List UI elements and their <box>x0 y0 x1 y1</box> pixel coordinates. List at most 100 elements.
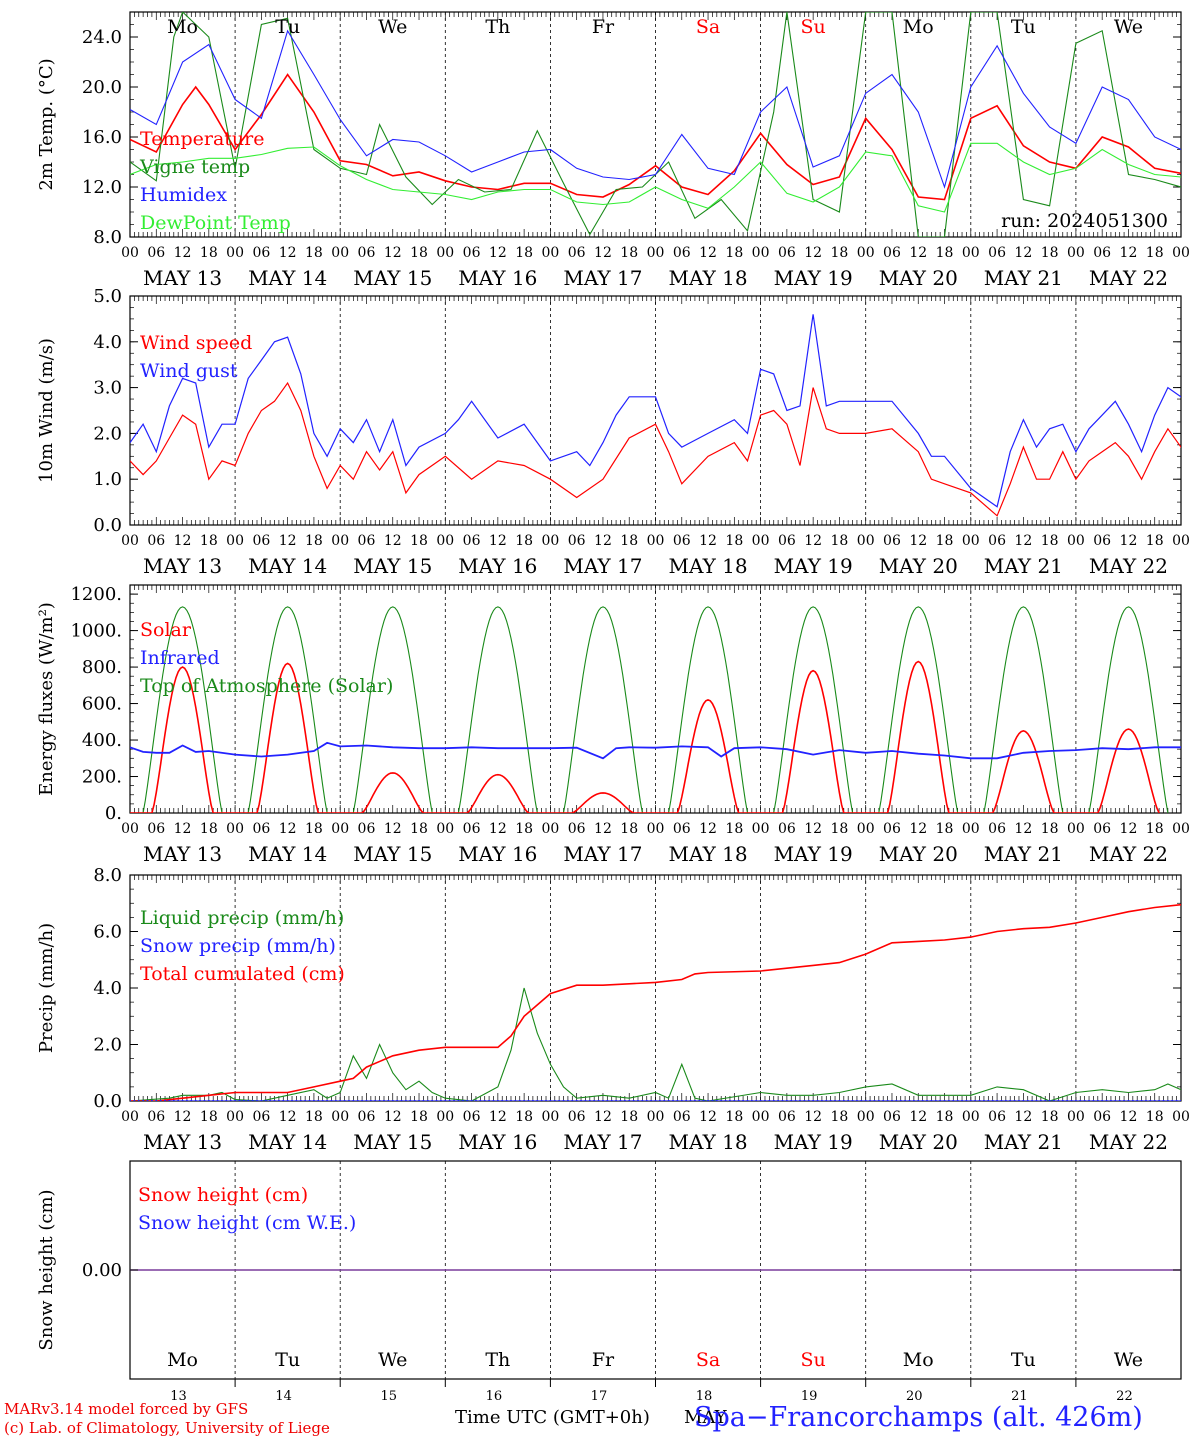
snow-precip-dot <box>579 1099 583 1101</box>
snow-precip-dot <box>772 1099 775 1101</box>
hour-tick-label: 06 <box>673 245 691 261</box>
snow-precip-dot <box>628 1099 631 1101</box>
snow-precip-dot <box>382 1099 386 1101</box>
date-label: MAY 21 <box>984 842 1063 866</box>
hour-tick-label: 18 <box>620 1109 638 1125</box>
hour-tick-label: 18 <box>200 533 218 549</box>
hour-tick-label: 12 <box>489 245 507 261</box>
energy-lines <box>130 606 1181 813</box>
weekday-label: We <box>378 1349 407 1371</box>
snow-precip-dot <box>680 1099 683 1101</box>
weekday-label: Mo <box>903 1349 934 1371</box>
hour-tick-label: 00 <box>1172 821 1190 837</box>
weekday-label: Fr <box>592 1349 615 1371</box>
snow-precip-dot <box>671 1099 675 1101</box>
hour-tick-label: 12 <box>279 533 297 549</box>
snow-precip-dot <box>137 1099 140 1101</box>
snow-precip-dot <box>842 1099 845 1101</box>
date-label: MAY 13 <box>143 266 222 290</box>
snow-precip-dot <box>1035 1099 1038 1101</box>
snow-precip-dot <box>474 1099 478 1101</box>
y-tick-label: 400. <box>82 730 122 751</box>
snow-precip-dot <box>969 1099 972 1101</box>
hour-tick-label: 18 <box>1041 821 1059 837</box>
snow-precip-dot <box>343 1099 346 1101</box>
snow-precip-dot <box>234 1099 237 1101</box>
hour-tick-label: 00 <box>226 533 244 549</box>
snow-precip-dot <box>378 1099 381 1101</box>
date-label: MAY 18 <box>668 842 747 866</box>
snow-precip-dot <box>155 1099 158 1101</box>
snow-precip-dot <box>356 1099 359 1101</box>
date-label: MAY 17 <box>563 1130 642 1154</box>
snow-precip-dot <box>855 1099 859 1101</box>
date-label: MAY 15 <box>353 1130 432 1154</box>
series-humidex <box>130 29 1181 189</box>
snow-precip-dot <box>921 1099 924 1101</box>
snow-precip-dot <box>706 1099 710 1101</box>
weekday-label: Tu <box>275 16 300 38</box>
snow-precip-dot <box>1127 1099 1130 1101</box>
hour-tick-label: 18 <box>1146 245 1164 261</box>
snow-precip-dot <box>444 1099 447 1101</box>
snow-precip-dot <box>807 1099 810 1101</box>
hour-tick-label: 12 <box>804 533 822 549</box>
day-number-label: 22 <box>1116 1389 1133 1404</box>
hour-tick-label: 00 <box>752 245 770 261</box>
snow-precip-dot <box>636 1099 640 1101</box>
hour-tick-label: 18 <box>936 245 954 261</box>
hour-tick-label: 12 <box>1014 533 1032 549</box>
date-label: MAY 16 <box>458 554 537 578</box>
snow-precip-dot <box>606 1099 609 1101</box>
snow-precip-dot <box>1158 1099 1161 1101</box>
hour-tick-label: 06 <box>883 533 901 549</box>
hour-tick-label: 00 <box>121 821 139 837</box>
y-tick-label: 1.0 <box>93 469 122 490</box>
snow-precip-dot <box>220 1099 224 1101</box>
snow-precip-dot <box>663 1099 666 1101</box>
snow-precip-dot <box>952 1099 955 1101</box>
date-label: MAY 18 <box>668 554 747 578</box>
snow-precip-dot <box>1109 1099 1113 1101</box>
date-label: MAY 15 <box>353 554 432 578</box>
hour-tick-label: 00 <box>121 533 139 549</box>
snow-precip-dot <box>1166 1099 1169 1101</box>
snow-precip-dot <box>825 1099 828 1101</box>
snow-precip-dot <box>439 1099 443 1101</box>
hour-tick-label: 00 <box>331 533 349 549</box>
hour-tick-label: 06 <box>463 1109 481 1125</box>
hour-tick-label: 18 <box>831 245 849 261</box>
hour-tick-label: 00 <box>647 533 665 549</box>
hour-tick-label: 00 <box>331 1109 349 1125</box>
snow-precip-dot <box>720 1099 723 1101</box>
hour-tick-label: 12 <box>1120 821 1138 837</box>
snow-precip-dot <box>1131 1099 1134 1101</box>
hour-tick-label: 06 <box>358 533 376 549</box>
snow-precip-dot <box>514 1099 517 1101</box>
hour-tick-label: 12 <box>909 1109 927 1125</box>
hour-tick-label: 00 <box>1172 533 1190 549</box>
snow-precip-dot <box>1004 1099 1007 1101</box>
hour-tick-label: 18 <box>515 821 533 837</box>
snow-precip-dot <box>575 1099 578 1101</box>
snow-precip-dot <box>400 1099 403 1101</box>
hour-tick-label: 12 <box>174 245 192 261</box>
hour-tick-label: 00 <box>226 821 244 837</box>
snow-precip-dot <box>1026 1099 1029 1101</box>
hour-tick-label: 12 <box>174 1109 192 1125</box>
snow-precip-dot <box>1013 1099 1016 1101</box>
hour-tick-label: 00 <box>857 533 875 549</box>
snow-precip-dot <box>847 1099 850 1101</box>
snow-precip-dot <box>812 1099 815 1101</box>
snow-precip-dot <box>925 1099 929 1101</box>
snow-precip-dot <box>509 1099 513 1101</box>
hour-tick-label: 06 <box>147 1109 165 1125</box>
snow-precip-dot <box>308 1099 311 1101</box>
snow-precip-dot <box>1140 1099 1143 1101</box>
snow-precip-dot <box>1000 1099 1003 1101</box>
snow-precip-dot <box>632 1099 635 1101</box>
hour-tick-label: 00 <box>752 533 770 549</box>
date-label: MAY 16 <box>458 1130 537 1154</box>
hour-tick-label: 06 <box>778 1109 796 1125</box>
